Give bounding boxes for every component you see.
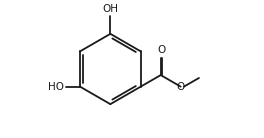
Text: HO: HO bbox=[48, 82, 64, 92]
Text: OH: OH bbox=[102, 4, 118, 14]
Text: O: O bbox=[157, 46, 166, 55]
Text: O: O bbox=[177, 82, 185, 92]
